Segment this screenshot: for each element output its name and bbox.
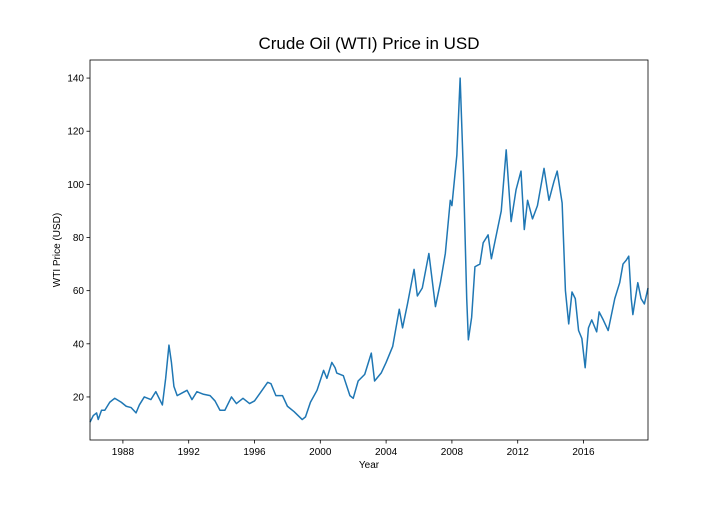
chart-title: Crude Oil (WTI) Price in USD <box>258 34 479 53</box>
x-tick-label: 1996 <box>243 447 266 458</box>
plot-frame <box>89 59 649 441</box>
x-axis-label: Year <box>359 460 380 471</box>
y-tick-label: 80 <box>73 233 85 244</box>
x-tick-label: 2016 <box>572 447 595 458</box>
y-tick-label: 20 <box>73 392 85 403</box>
y-tick-label: 100 <box>67 180 84 191</box>
x-tick-label: 2004 <box>375 447 398 458</box>
y-tick-label: 120 <box>67 127 84 138</box>
y-tick-label: 40 <box>73 339 85 350</box>
y-tick-label: 140 <box>67 74 84 85</box>
price-line <box>89 77 649 423</box>
x-tick-label: 2000 <box>309 447 332 458</box>
y-tick-label: 60 <box>73 286 85 297</box>
x-tick-label: 2012 <box>507 447 530 458</box>
y-axis-label: WTI Price (USD) <box>52 213 63 287</box>
x-tick-label: 1988 <box>112 447 135 458</box>
x-tick-label: 1992 <box>178 447 201 458</box>
x-tick-label: 2008 <box>441 447 464 458</box>
